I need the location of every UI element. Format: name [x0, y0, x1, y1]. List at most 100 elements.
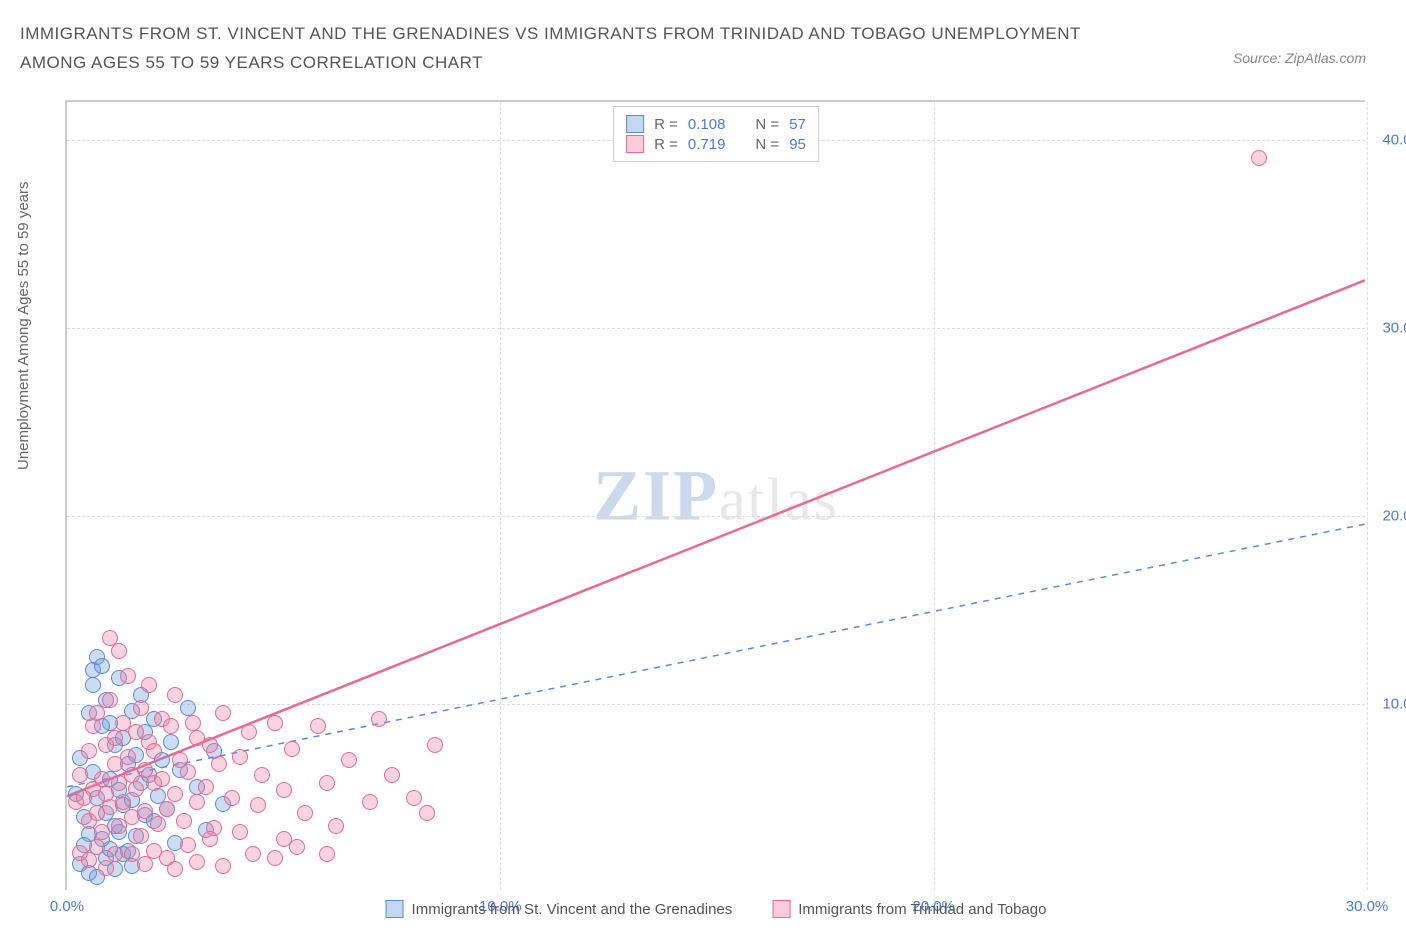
scatter-point — [167, 687, 183, 703]
trend-line — [67, 280, 1365, 796]
scatter-point — [241, 724, 257, 740]
scatter-point — [198, 779, 214, 795]
scatter-point — [267, 850, 283, 866]
legend-label: Immigrants from Trinidad and Tobago — [798, 901, 1046, 918]
scatter-point — [427, 737, 443, 753]
scatter-point — [180, 700, 196, 716]
scatter-point — [141, 677, 157, 693]
legend-swatch-pink — [626, 135, 644, 153]
scatter-point — [215, 705, 231, 721]
scatter-point — [289, 839, 305, 855]
gridline-vertical — [934, 102, 935, 890]
scatter-point — [406, 790, 422, 806]
legend-swatch-pink — [772, 900, 790, 918]
chart-header: IMMIGRANTS FROM ST. VINCENT AND THE GREN… — [0, 0, 1406, 88]
y-tick-label: 30.0% — [1382, 319, 1406, 336]
watermark: ZIPatlas — [593, 455, 839, 538]
y-axis-label: Unemployment Among Ages 55 to 59 years — [15, 181, 32, 470]
scatter-point — [180, 837, 196, 853]
scatter-point — [94, 824, 110, 840]
stats-row: R = 0.108 N = 57 — [626, 115, 806, 133]
legend-label: Immigrants from St. Vincent and the Gren… — [412, 901, 733, 918]
legend-item: Immigrants from St. Vincent and the Gren… — [386, 900, 733, 918]
gridline-horizontal — [67, 704, 1365, 705]
scatter-point — [133, 700, 149, 716]
bottom-legend: Immigrants from St. Vincent and the Gren… — [386, 900, 1047, 918]
scatter-point — [85, 677, 101, 693]
scatter-point — [319, 775, 335, 791]
scatter-point — [328, 818, 344, 834]
scatter-point — [89, 839, 105, 855]
scatter-point — [189, 854, 205, 870]
scatter-point — [167, 786, 183, 802]
legend-swatch-blue — [386, 900, 404, 918]
scatter-point — [232, 824, 248, 840]
legend-swatch-blue — [626, 115, 644, 133]
scatter-point — [150, 816, 166, 832]
scatter-point — [371, 711, 387, 727]
legend-item: Immigrants from Trinidad and Tobago — [772, 900, 1046, 918]
stats-row: R = 0.719 N = 95 — [626, 135, 806, 153]
n-value: 57 — [789, 116, 806, 133]
scatter-point — [72, 767, 88, 783]
scatter-point — [89, 705, 105, 721]
scatter-point — [102, 692, 118, 708]
scatter-point — [176, 813, 192, 829]
scatter-point — [215, 858, 231, 874]
scatter-point — [167, 861, 183, 877]
scatter-point — [284, 741, 300, 757]
scatter-point — [146, 743, 162, 759]
scatter-point — [159, 801, 175, 817]
y-tick-label: 20.0% — [1382, 507, 1406, 524]
scatter-point — [137, 803, 153, 819]
correlation-stats-box: R = 0.108 N = 57 R = 0.719 N = 95 — [613, 106, 819, 162]
n-label: N = — [755, 136, 779, 153]
scatter-point — [107, 846, 123, 862]
scatter-point — [319, 846, 335, 862]
scatter-point — [163, 734, 179, 750]
scatter-point — [267, 715, 283, 731]
scatter-point — [202, 831, 218, 847]
scatter-point — [1251, 150, 1267, 166]
scatter-point — [211, 756, 227, 772]
gridline-horizontal — [67, 328, 1365, 329]
scatter-point — [81, 743, 97, 759]
scatter-point — [276, 782, 292, 798]
y-tick-label: 40.0% — [1382, 131, 1406, 148]
scatter-point — [384, 767, 400, 783]
scatter-point — [120, 668, 136, 684]
scatter-point — [133, 828, 149, 844]
scatter-point — [180, 764, 196, 780]
scatter-point — [202, 737, 218, 753]
scatter-point — [245, 846, 261, 862]
scatter-point — [163, 718, 179, 734]
scatter-point — [310, 718, 326, 734]
scatter-point — [128, 781, 144, 797]
scatter-point — [185, 715, 201, 731]
scatter-point — [94, 658, 110, 674]
scatter-point — [154, 771, 170, 787]
scatter-point — [94, 771, 110, 787]
r-value: 0.719 — [688, 136, 726, 153]
scatter-point — [254, 767, 270, 783]
y-tick-label: 10.0% — [1382, 695, 1406, 712]
scatter-point — [232, 749, 248, 765]
gridline-horizontal — [67, 516, 1365, 517]
chart-plot-area: ZIPatlas 10.0%20.0%30.0%40.0%0.0%10.0%20… — [65, 100, 1365, 890]
scatter-point — [250, 797, 266, 813]
gridline-vertical — [1367, 102, 1368, 890]
scatter-point — [189, 794, 205, 810]
source-attribution: Source: ZipAtlas.com — [1233, 50, 1366, 66]
x-tick-label: 30.0% — [1346, 898, 1389, 915]
r-value: 0.108 — [688, 116, 726, 133]
scatter-point — [419, 805, 435, 821]
gridline-vertical — [500, 102, 501, 890]
scatter-point — [362, 794, 378, 810]
chart-title: IMMIGRANTS FROM ST. VINCENT AND THE GREN… — [20, 20, 1120, 78]
r-label: R = — [654, 136, 678, 153]
x-tick-label: 0.0% — [50, 898, 84, 915]
scatter-point — [224, 790, 240, 806]
r-label: R = — [654, 116, 678, 133]
n-value: 95 — [789, 136, 806, 153]
scatter-point — [341, 752, 357, 768]
